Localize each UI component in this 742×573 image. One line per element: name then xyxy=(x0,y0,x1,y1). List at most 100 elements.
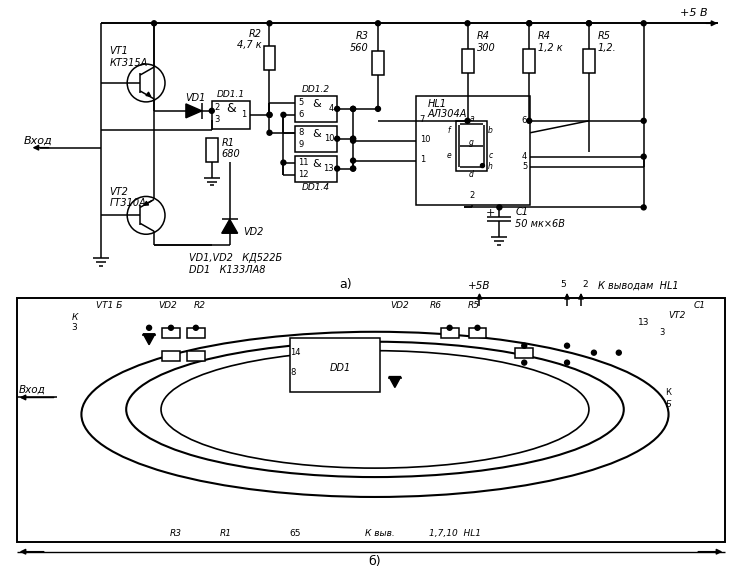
Circle shape xyxy=(527,118,532,123)
Text: 2: 2 xyxy=(214,103,220,112)
Circle shape xyxy=(351,136,355,141)
Bar xyxy=(187,328,205,337)
Bar xyxy=(290,337,380,393)
Bar xyxy=(295,126,337,152)
Text: C1: C1 xyxy=(694,301,706,311)
Text: DD1.4: DD1.4 xyxy=(302,183,330,192)
Text: VD2: VD2 xyxy=(390,301,409,311)
Text: +: + xyxy=(486,209,496,218)
Text: b: b xyxy=(488,126,493,135)
Circle shape xyxy=(481,164,485,167)
Text: а): а) xyxy=(339,277,352,291)
Text: DD1   К133ЛА8: DD1 К133ЛА8 xyxy=(189,265,266,275)
Circle shape xyxy=(641,118,646,123)
Text: HL1: HL1 xyxy=(427,99,447,109)
Circle shape xyxy=(641,154,646,159)
Text: &: & xyxy=(226,103,235,115)
Text: DD1.2: DD1.2 xyxy=(302,85,330,95)
Circle shape xyxy=(351,107,355,111)
Circle shape xyxy=(194,325,198,330)
Text: g: g xyxy=(469,138,474,147)
Circle shape xyxy=(351,138,355,143)
Circle shape xyxy=(281,112,286,117)
Text: VD1: VD1 xyxy=(186,93,206,103)
Circle shape xyxy=(335,136,340,141)
Text: 4,7 к: 4,7 к xyxy=(237,40,261,50)
Bar xyxy=(523,49,535,73)
Text: R5: R5 xyxy=(467,301,479,311)
Circle shape xyxy=(375,21,381,26)
Text: 1,2.: 1,2. xyxy=(598,43,617,53)
Bar xyxy=(468,328,487,337)
Circle shape xyxy=(447,325,452,330)
Circle shape xyxy=(281,160,286,165)
Text: +5В: +5В xyxy=(468,281,490,291)
Text: 3: 3 xyxy=(214,115,220,124)
Text: К: К xyxy=(666,388,672,397)
Bar xyxy=(295,96,337,122)
Circle shape xyxy=(267,21,272,26)
Text: 5: 5 xyxy=(560,280,566,289)
Text: R3: R3 xyxy=(170,529,182,538)
Text: &: & xyxy=(312,159,321,168)
Circle shape xyxy=(527,21,532,26)
Text: 8: 8 xyxy=(298,128,303,138)
Text: Вход: Вход xyxy=(24,136,53,146)
Text: 680: 680 xyxy=(222,148,240,159)
Text: VD2: VD2 xyxy=(158,301,177,311)
Text: a: a xyxy=(469,115,474,123)
Circle shape xyxy=(591,350,597,355)
Text: VD1,VD2   КД522Б: VD1,VD2 КД522Б xyxy=(189,253,282,263)
Bar xyxy=(583,49,595,73)
Text: R4: R4 xyxy=(476,31,490,41)
Circle shape xyxy=(335,107,340,111)
Text: 12: 12 xyxy=(298,170,309,179)
Bar xyxy=(462,49,473,73)
Text: 5: 5 xyxy=(298,99,303,107)
Circle shape xyxy=(147,325,151,330)
Text: 10: 10 xyxy=(324,134,334,143)
Polygon shape xyxy=(143,333,155,345)
Circle shape xyxy=(565,360,570,365)
Text: c: c xyxy=(488,151,493,160)
Text: 8: 8 xyxy=(290,368,296,377)
Text: R1: R1 xyxy=(220,529,232,538)
Text: 3: 3 xyxy=(71,323,77,332)
Circle shape xyxy=(527,21,532,26)
Text: Вход: Вход xyxy=(19,384,45,394)
Text: VT2: VT2 xyxy=(668,311,685,320)
Text: VT2: VT2 xyxy=(109,187,128,198)
Circle shape xyxy=(267,112,272,117)
Bar xyxy=(211,101,249,129)
Circle shape xyxy=(475,325,480,330)
Bar xyxy=(263,46,275,70)
Circle shape xyxy=(641,21,646,26)
Polygon shape xyxy=(186,104,202,118)
Text: 3: 3 xyxy=(659,328,664,337)
Text: DD1.1: DD1.1 xyxy=(217,91,245,100)
Text: f: f xyxy=(447,126,450,135)
Text: 10: 10 xyxy=(420,135,430,144)
Circle shape xyxy=(151,21,157,26)
Bar xyxy=(206,138,217,162)
Circle shape xyxy=(351,166,355,171)
Text: +5 В: +5 В xyxy=(680,9,707,18)
Circle shape xyxy=(375,107,381,111)
Text: R2: R2 xyxy=(249,29,261,39)
Circle shape xyxy=(351,166,355,171)
Text: C1: C1 xyxy=(515,207,528,217)
Text: 4: 4 xyxy=(329,104,334,113)
Bar xyxy=(162,328,180,337)
Circle shape xyxy=(465,21,470,26)
Text: VT1 Б: VT1 Б xyxy=(96,301,122,311)
Circle shape xyxy=(522,343,527,348)
Circle shape xyxy=(586,21,591,26)
Circle shape xyxy=(351,136,355,141)
Circle shape xyxy=(465,118,470,123)
Bar xyxy=(456,121,487,171)
Text: R4: R4 xyxy=(538,31,551,41)
Text: 11: 11 xyxy=(298,158,309,167)
Bar xyxy=(441,328,459,337)
Text: &: & xyxy=(312,129,321,139)
Text: АЛ304А: АЛ304А xyxy=(427,109,467,119)
